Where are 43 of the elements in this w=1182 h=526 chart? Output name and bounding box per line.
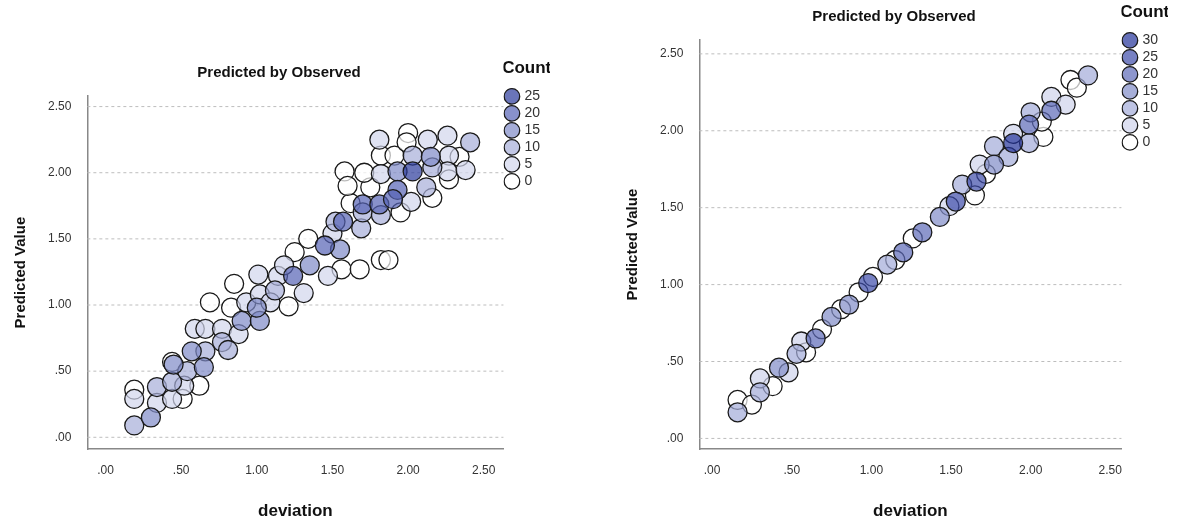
x-tick-label: .00 [703,462,721,477]
legend-label: 5 [1142,116,1151,133]
legend-label: 10 [1142,99,1159,116]
x-tick-label: 1.50 [939,462,964,477]
legend-label: 20 [1142,65,1159,82]
x-tick-label: 2.50 [472,462,496,477]
y-axis-title: Predicted Value [11,216,29,329]
x-tick-label: 1.00 [245,462,269,477]
x-axis-title: deviation [873,501,948,521]
legend-label: 15 [1142,82,1159,99]
legend-label: 15 [524,121,541,138]
x-tick-label: 2.00 [1018,462,1043,477]
y-tick-label: 2.00 [660,123,684,138]
x-tick-label: .00 [97,462,115,477]
legend-label: 25 [524,87,541,104]
legend-label: 30 [1142,31,1159,48]
y-tick-label: 1.50 [48,231,72,246]
legend-label: 5 [524,155,533,172]
x-axis-title: deviation [258,501,333,521]
x-tick-label: .50 [783,462,801,477]
chart-title: Predicted by Observed [197,63,361,81]
y-tick-label: .00 [666,430,684,445]
x-tick-label: 2.50 [1098,462,1123,477]
y-tick-label: .00 [54,429,72,444]
y-tick-label: .50 [54,363,72,378]
legend-label: 20 [524,104,541,121]
legend-label: 0 [524,172,533,189]
y-tick-label: 1.50 [660,199,684,214]
legend-label: 10 [524,138,541,155]
x-tick-label: 1.50 [320,462,345,477]
chart-title: Predicted by Observed [812,7,976,25]
y-tick-label: 2.00 [48,165,72,180]
y-tick-label: .50 [666,353,684,368]
x-tick-label: .50 [172,462,190,477]
y-axis-title: Predicted Value [623,188,641,301]
x-tick-label: 1.00 [859,462,884,477]
x-tick-label: 2.00 [396,462,421,477]
legend-label: 25 [1142,48,1159,65]
legend-label: 0 [1142,133,1151,150]
y-tick-label: 1.00 [660,276,684,291]
y-tick-label: 2.50 [660,46,684,61]
y-tick-label: 1.00 [48,297,72,312]
y-tick-label: 2.50 [48,98,72,113]
